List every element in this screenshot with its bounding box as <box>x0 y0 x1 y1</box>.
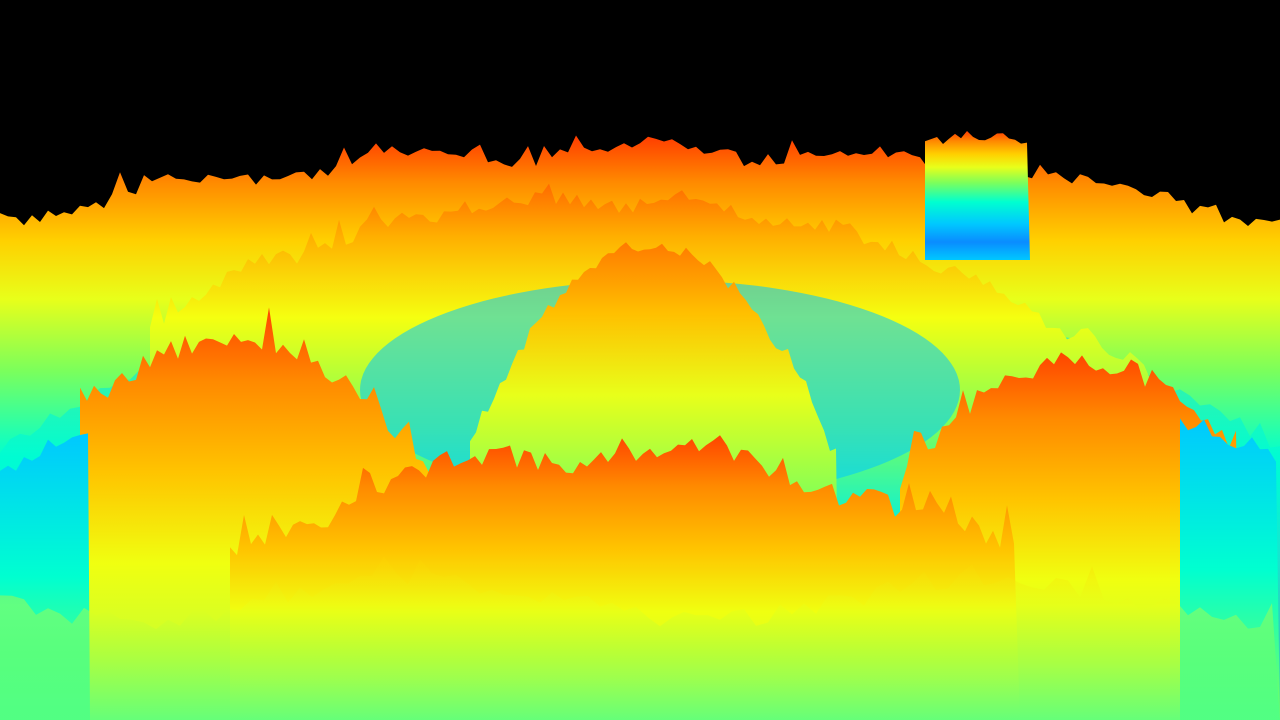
far-ridge-peak <box>925 131 1030 260</box>
front-foothills-base <box>0 556 1280 720</box>
